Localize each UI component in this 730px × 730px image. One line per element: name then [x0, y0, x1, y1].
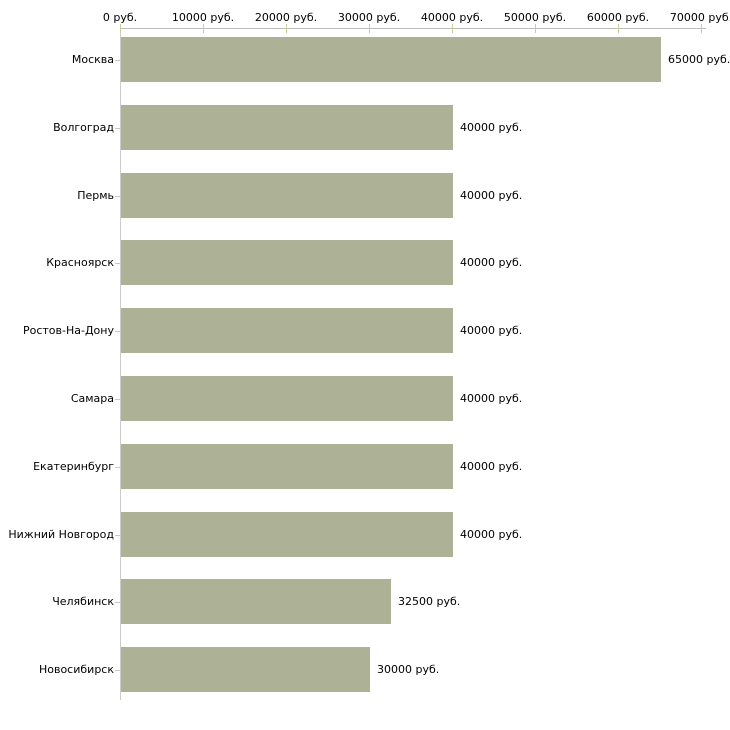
category-tick-mark	[115, 60, 120, 61]
category-label: Самара	[70, 392, 114, 405]
x-tick-mark	[203, 24, 204, 33]
bar	[121, 444, 453, 489]
category-label: Волгоград	[53, 121, 114, 134]
category-label: Москва	[71, 53, 114, 66]
x-tick-mark	[452, 24, 453, 33]
bar-value-label: 40000 руб.	[460, 392, 523, 405]
x-tick-label: 70000 руб.	[669, 11, 730, 24]
category-tick-mark	[115, 196, 120, 197]
x-tick-mark	[701, 24, 702, 33]
bar-value-label: 40000 руб.	[460, 460, 523, 473]
x-tick-mark	[369, 24, 370, 33]
x-tick-label: 20000 руб.	[254, 11, 318, 24]
bar-value-label: 30000 руб.	[377, 663, 440, 676]
bar	[121, 105, 453, 150]
category-label: Новосибирск	[38, 663, 114, 676]
bar-value-label: 40000 руб.	[460, 256, 523, 269]
x-tick-label: 10000 руб.	[171, 11, 235, 24]
x-axis-line	[120, 28, 706, 29]
category-label: Челябинск	[52, 595, 114, 608]
x-tick-label: 50000 руб.	[503, 11, 567, 24]
bar-value-label: 40000 руб.	[460, 121, 523, 134]
bar	[121, 37, 661, 82]
bar	[121, 308, 453, 353]
bar	[121, 240, 453, 285]
bar	[121, 376, 453, 421]
category-label: Ростов-На-Дону	[22, 324, 114, 337]
category-tick-mark	[115, 128, 120, 129]
category-tick-mark	[115, 399, 120, 400]
bar-value-label: 32500 руб.	[398, 595, 461, 608]
bar-value-label: 65000 руб.	[668, 53, 730, 66]
x-tick-mark	[618, 24, 619, 33]
bar	[121, 579, 391, 624]
x-tick-label: 30000 руб.	[337, 11, 401, 24]
category-label: Екатеринбург	[33, 460, 114, 473]
category-tick-mark	[115, 467, 120, 468]
bar-value-label: 40000 руб.	[460, 189, 523, 202]
x-tick-label: 40000 руб.	[420, 11, 484, 24]
category-label: Пермь	[77, 189, 114, 202]
y-axis-line	[120, 28, 121, 700]
x-tick-label: 60000 руб.	[586, 11, 650, 24]
bar	[121, 173, 453, 218]
category-tick-mark	[115, 602, 120, 603]
category-label: Красноярск	[46, 256, 114, 269]
x-tick-mark	[535, 24, 536, 33]
x-tick-label: 0 руб.	[102, 11, 138, 24]
category-tick-mark	[115, 670, 120, 671]
category-tick-mark	[115, 535, 120, 536]
bar-value-label: 40000 руб.	[460, 324, 523, 337]
category-tick-mark	[115, 331, 120, 332]
category-label: Нижний Новгород	[8, 528, 114, 541]
bar	[121, 647, 370, 692]
x-tick-mark	[286, 24, 287, 33]
x-tick-mark	[120, 24, 121, 33]
category-tick-mark	[115, 263, 120, 264]
bar	[121, 512, 453, 557]
bar-value-label: 40000 руб.	[460, 528, 523, 541]
